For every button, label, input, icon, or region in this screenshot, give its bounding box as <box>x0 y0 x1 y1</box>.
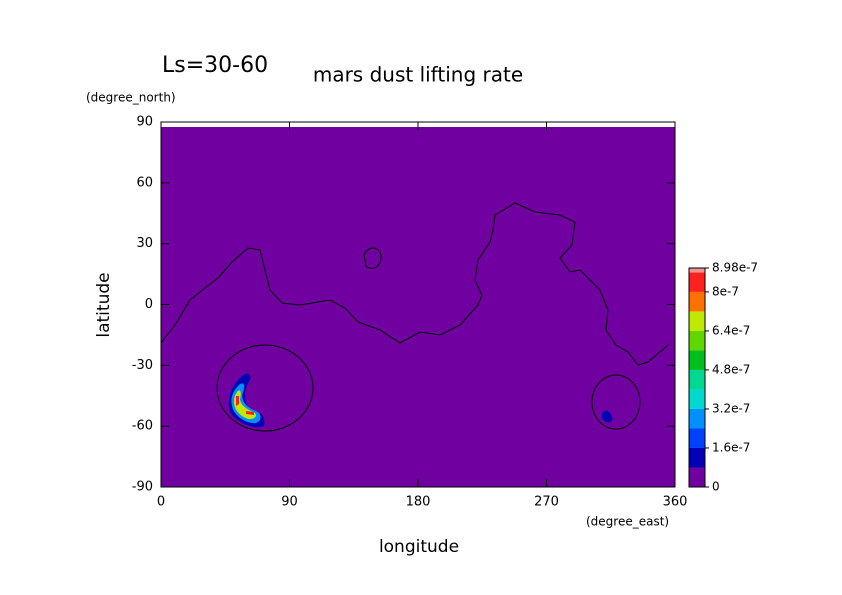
colorbar-swatch <box>689 467 705 487</box>
y-unit: (degree_north) <box>86 91 176 105</box>
y-tick-label: -90 <box>132 480 153 495</box>
chart-title: mars dust lifting rate <box>313 63 523 87</box>
y-axis-label: latitude <box>94 272 114 337</box>
colorbar-swatch <box>689 311 705 331</box>
blob <box>601 410 613 423</box>
colorbar-tick-label: 8.98e-7 <box>712 261 758 275</box>
colorbar-swatch <box>689 447 705 468</box>
colorbar-tick-label: 0 <box>712 480 720 494</box>
colorbar-swatch <box>689 272 705 292</box>
y-tick-label: -30 <box>132 358 153 373</box>
field-background <box>161 127 675 487</box>
contour-line <box>160 202 669 366</box>
colorbar-swatch <box>689 350 705 370</box>
colorbar-swatch <box>689 291 705 312</box>
contour-line <box>363 247 382 269</box>
annotation: Ls=30-60 <box>162 53 268 78</box>
y-tick-label: 90 <box>136 115 153 130</box>
x-tick-label: 360 <box>663 495 688 510</box>
y-tick-label: 0 <box>145 297 153 312</box>
contour-line <box>216 344 314 432</box>
colorbar-swatch <box>689 330 705 351</box>
x-tick-label: 90 <box>281 495 298 510</box>
colorbar-frame <box>688 267 706 488</box>
colorbar-tick-label: 8e-7 <box>712 284 739 298</box>
colorbar-swatch <box>689 428 705 448</box>
colorbar-swatch <box>689 389 705 409</box>
dust-blobs <box>228 373 613 428</box>
x-tick-label: 0 <box>157 495 165 510</box>
colorbar-tick-label: 4.8e-7 <box>712 362 750 376</box>
colorbar-swatch <box>689 408 705 429</box>
x-axis-label: longitude <box>379 537 459 557</box>
y-tick-label: 60 <box>136 175 153 190</box>
contours <box>160 202 669 432</box>
y-tick-label: 30 <box>136 236 153 251</box>
colorbar-tick-label: 3.2e-7 <box>712 401 750 415</box>
y-tick-label: -60 <box>132 419 153 434</box>
x-tick-label: 180 <box>406 495 431 510</box>
x-unit: (degree_east) <box>586 515 669 529</box>
colorbar-swatch <box>689 268 705 273</box>
contour-line <box>591 374 641 430</box>
colorbar-tick-label: 6.4e-7 <box>712 323 750 337</box>
colorbar-tick-label: 1.6e-7 <box>712 440 750 454</box>
blob <box>236 396 254 415</box>
colorbar-swatch <box>689 369 705 390</box>
x-tick-label: 270 <box>534 495 559 510</box>
